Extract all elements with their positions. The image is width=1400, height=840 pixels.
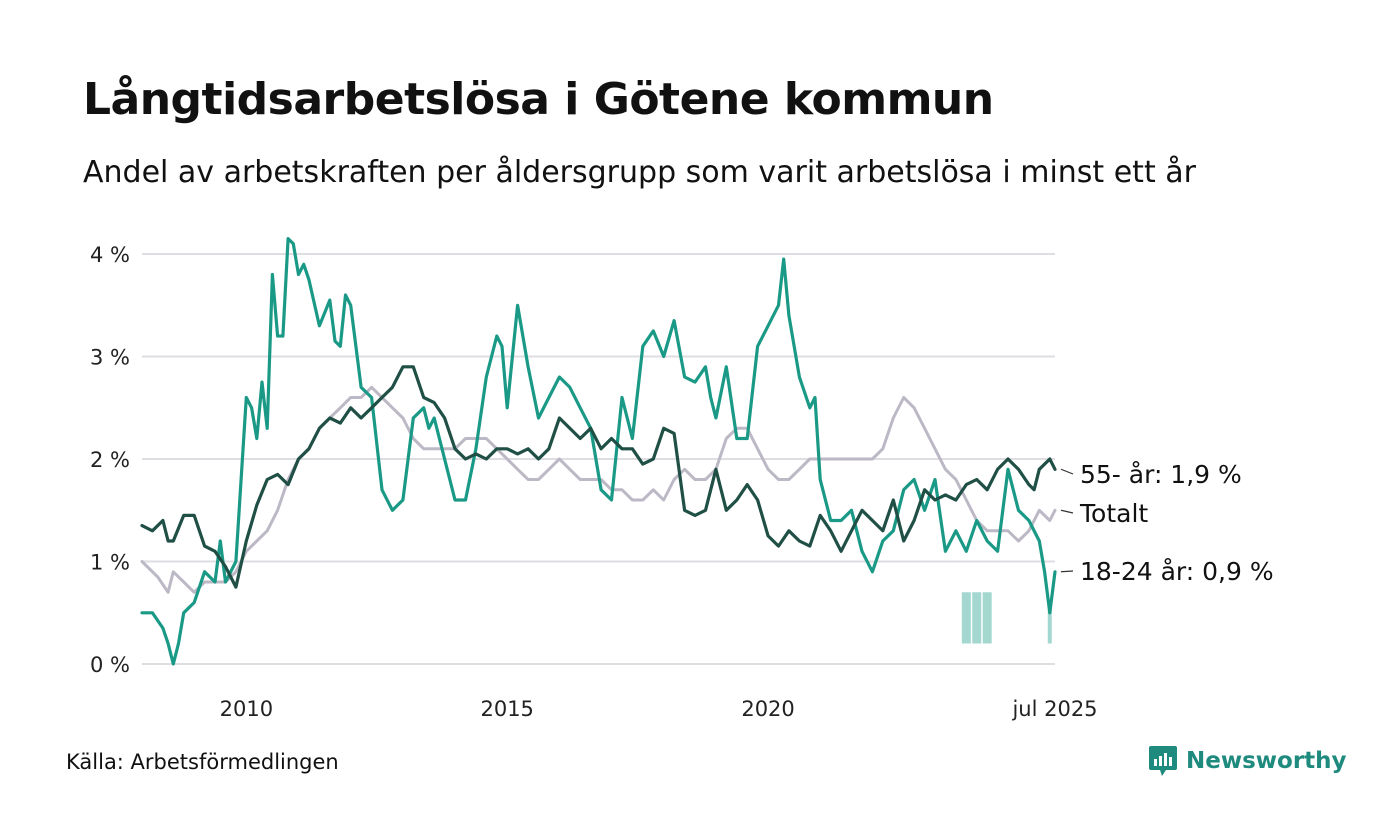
brand-logo: Newsworthy <box>1148 744 1347 778</box>
end-labels: Totalt 18-24 år: 0,9 % 55- år: 1,9 % <box>1060 460 1274 586</box>
series-line-55-r <box>140 365 1057 589</box>
end-label: Totalt <box>1079 499 1148 528</box>
x-tick-label: 2015 <box>480 697 533 721</box>
series-line-18-24-r <box>140 237 1057 666</box>
x-tick-label: 2020 <box>741 697 794 721</box>
uncertainty-band-segment <box>982 592 992 644</box>
uncertainty-band-segment <box>1047 602 1052 644</box>
newsworthy-logo-icon <box>1149 746 1177 776</box>
end-label-leader <box>1060 468 1074 475</box>
brand-name: Newsworthy <box>1186 748 1347 774</box>
chart-subtitle: Andel av arbetskraften per åldersgrupp s… <box>83 155 1196 190</box>
x-tick-label: 2010 <box>220 697 273 721</box>
axis-labels: 0 % 1 % 2 % 3 % 4 % 2010 2015 2020 jul 2025 <box>90 243 1098 721</box>
end-label-leader <box>1060 570 1074 573</box>
y-tick-label: 1 % <box>90 551 130 575</box>
source-note: Källa: Arbetsförmedlingen <box>66 750 339 774</box>
series-lines <box>140 237 1057 666</box>
uncertainty-band-segment <box>972 592 982 644</box>
y-tick-label: 3 % <box>90 346 130 370</box>
chart-title: Långtidsarbetslösa i Götene kommun <box>83 74 994 125</box>
end-label-leader <box>1060 509 1074 514</box>
end-label: 18-24 år: 0,9 % <box>1080 557 1274 586</box>
y-tick-label: 0 % <box>90 653 130 677</box>
uncertainty-band-segment <box>961 592 971 644</box>
y-tick-label: 4 % <box>90 243 130 267</box>
uncertainty-band <box>961 592 1052 644</box>
y-tick-label: 2 % <box>90 448 130 472</box>
gridlines <box>142 253 1055 665</box>
x-tick-label: jul 2025 <box>1011 697 1097 721</box>
end-label: 55- år: 1,9 % <box>1080 460 1242 489</box>
